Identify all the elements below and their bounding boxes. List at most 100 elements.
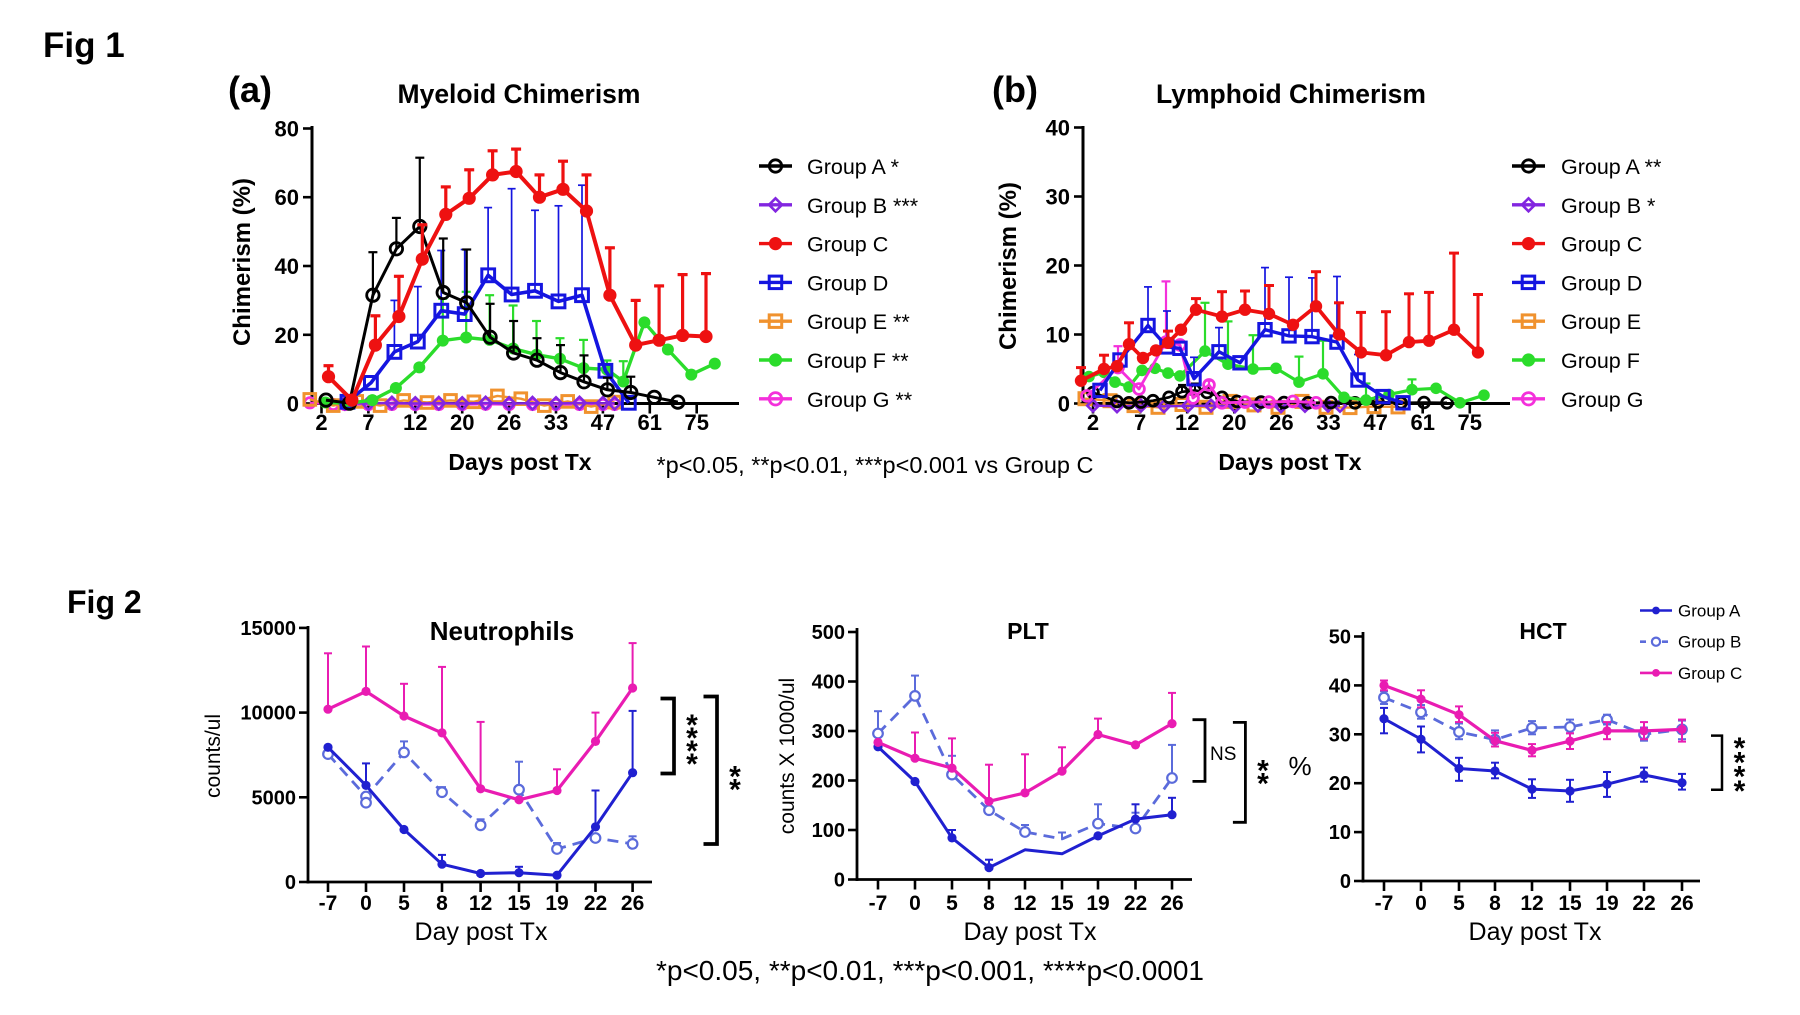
svg-text:22: 22 — [1632, 892, 1655, 915]
svg-text:7: 7 — [362, 410, 374, 435]
svg-text:10: 10 — [1329, 822, 1351, 844]
svg-text:5000: 5000 — [252, 787, 297, 809]
svg-text:Group A **: Group A ** — [1561, 155, 1662, 179]
svg-text:0: 0 — [1415, 892, 1427, 915]
svg-text:12: 12 — [403, 410, 427, 435]
svg-text:0: 0 — [834, 870, 845, 892]
svg-text:12: 12 — [1013, 892, 1036, 915]
svg-text:-7: -7 — [1375, 892, 1394, 915]
svg-text:(b): (b) — [992, 69, 1038, 110]
svg-text:30: 30 — [1046, 185, 1070, 210]
svg-text:33: 33 — [544, 410, 568, 435]
svg-text:60: 60 — [275, 185, 299, 210]
svg-text:15000: 15000 — [240, 618, 296, 640]
svg-text:20: 20 — [1222, 410, 1246, 435]
svg-text:47: 47 — [591, 410, 615, 435]
svg-text:Group B ***: Group B *** — [807, 194, 919, 218]
svg-text:*: * — [729, 774, 741, 807]
svg-text:*: * — [1734, 746, 1746, 779]
svg-text:Day post Tx: Day post Tx — [964, 918, 1097, 946]
svg-text:Group F **: Group F ** — [807, 349, 909, 373]
svg-text:*: * — [1734, 775, 1746, 808]
svg-text:5: 5 — [946, 892, 958, 915]
svg-text:Group G **: Group G ** — [807, 388, 913, 412]
svg-text:12: 12 — [1175, 410, 1199, 435]
svg-text:counts/ul: counts/ul — [202, 714, 225, 798]
svg-text:8: 8 — [1489, 892, 1501, 915]
svg-text:counts X 1000/ul: counts X 1000/ul — [776, 678, 799, 834]
svg-text:300: 300 — [812, 721, 845, 743]
svg-text:0: 0 — [909, 892, 921, 915]
svg-text:61: 61 — [1410, 410, 1434, 435]
svg-text:15: 15 — [1558, 892, 1582, 915]
svg-text:(a): (a) — [228, 69, 272, 110]
svg-text:Days post Tx: Days post Tx — [448, 449, 591, 475]
svg-text:22: 22 — [1124, 892, 1147, 915]
svg-text:%: % — [1288, 751, 1311, 781]
svg-text:*p<0.05, **p<0.01, ***p<0.001,: *p<0.05, **p<0.01, ***p<0.001, ****p<0.0… — [656, 955, 1204, 986]
svg-text:Group C: Group C — [1561, 233, 1642, 257]
svg-text:2: 2 — [315, 410, 327, 435]
svg-text:500: 500 — [812, 622, 845, 644]
svg-text:*: * — [686, 735, 698, 768]
svg-text:0: 0 — [360, 892, 372, 915]
svg-text:Group D: Group D — [807, 271, 888, 295]
svg-text:10: 10 — [1046, 323, 1070, 348]
svg-text:50: 50 — [1329, 627, 1351, 649]
svg-text:26: 26 — [621, 892, 644, 915]
svg-text:Chimerism (%): Chimerism (%) — [229, 178, 256, 346]
svg-text:-7: -7 — [319, 892, 338, 915]
svg-text:HCT: HCT — [1519, 618, 1566, 644]
svg-text:400: 400 — [812, 672, 845, 694]
svg-text:200: 200 — [812, 771, 845, 793]
svg-text:Myeloid Chimerism: Myeloid Chimerism — [398, 79, 641, 109]
svg-text:20: 20 — [1329, 773, 1351, 795]
svg-text:Group E: Group E — [1561, 310, 1641, 334]
svg-text:Group A: Group A — [1678, 602, 1741, 621]
svg-text:19: 19 — [1595, 892, 1618, 915]
svg-text:Fig 1: Fig 1 — [43, 26, 125, 65]
svg-text:Day post Tx: Day post Tx — [1469, 918, 1602, 946]
svg-text:*: * — [686, 709, 698, 742]
svg-text:Group A *: Group A * — [807, 155, 900, 179]
svg-text:0: 0 — [285, 872, 296, 894]
svg-text:0: 0 — [1058, 392, 1070, 417]
svg-text:40: 40 — [275, 254, 299, 279]
svg-text:26: 26 — [497, 410, 521, 435]
svg-text:100: 100 — [812, 820, 845, 842]
svg-text:47: 47 — [1363, 410, 1387, 435]
svg-text:Lymphoid Chimerism: Lymphoid Chimerism — [1156, 79, 1426, 109]
svg-text:61: 61 — [638, 410, 662, 435]
svg-text:7: 7 — [1134, 410, 1146, 435]
svg-text:15: 15 — [1050, 892, 1074, 915]
svg-text:0: 0 — [287, 392, 299, 417]
svg-text:Neutrophils: Neutrophils — [430, 616, 574, 646]
svg-text:10000: 10000 — [240, 703, 296, 725]
svg-text:19: 19 — [1086, 892, 1109, 915]
svg-text:*: * — [1257, 768, 1269, 801]
svg-text:Group B: Group B — [1678, 633, 1741, 652]
svg-text:Group C: Group C — [807, 233, 888, 257]
svg-text:20: 20 — [1046, 254, 1070, 279]
svg-text:Days post Tx: Days post Tx — [1218, 449, 1361, 475]
svg-text:Day post Tx: Day post Tx — [415, 918, 548, 946]
svg-text:22: 22 — [584, 892, 607, 915]
svg-text:Group C: Group C — [1678, 664, 1742, 683]
svg-text:5: 5 — [398, 892, 410, 915]
svg-text:8: 8 — [436, 892, 448, 915]
svg-text:20: 20 — [275, 323, 299, 348]
svg-text:PLT: PLT — [1007, 618, 1049, 644]
svg-text:20: 20 — [450, 410, 474, 435]
svg-text:12: 12 — [1520, 892, 1543, 915]
svg-text:NS: NS — [1210, 744, 1236, 765]
svg-text:*: * — [729, 761, 741, 794]
svg-text:Group B *: Group B * — [1561, 194, 1656, 218]
svg-text:Chimerism (%): Chimerism (%) — [995, 182, 1022, 350]
svg-text:0: 0 — [1340, 871, 1351, 893]
svg-text:26: 26 — [1670, 892, 1693, 915]
svg-text:*: * — [686, 748, 698, 781]
svg-text:8: 8 — [983, 892, 995, 915]
svg-text:*: * — [1257, 755, 1269, 788]
svg-text:19: 19 — [545, 892, 568, 915]
svg-text:Group D: Group D — [1561, 271, 1642, 295]
